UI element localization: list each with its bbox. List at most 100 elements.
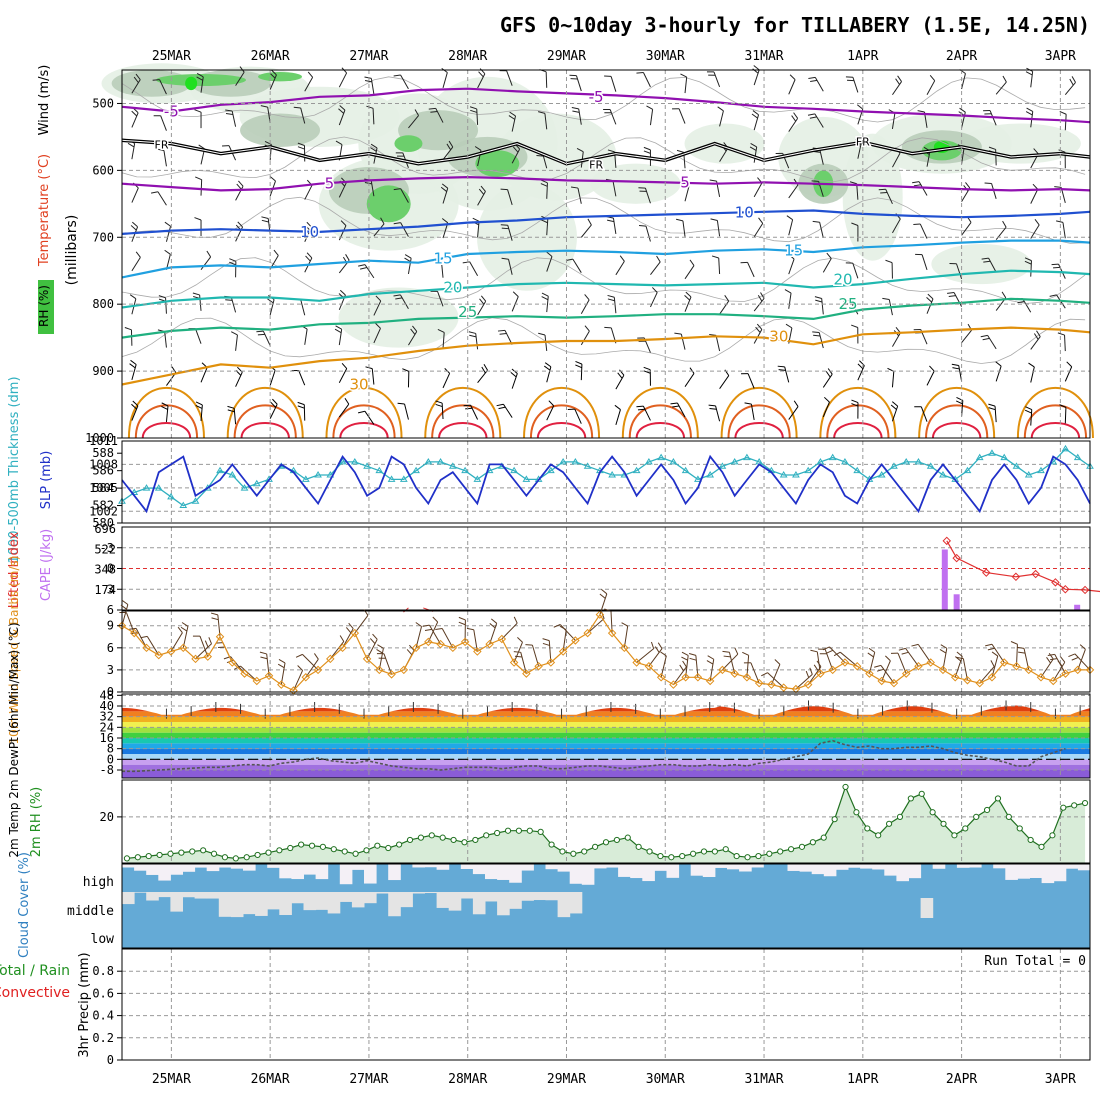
wind-barb — [499, 70, 513, 86]
thickness-point — [718, 462, 727, 469]
cloud-high-gap — [472, 864, 486, 875]
barb-feather — [514, 655, 523, 658]
wind-barb — [643, 366, 651, 386]
barb-feather — [570, 186, 579, 189]
wind-barb — [192, 635, 209, 657]
wind-barb — [753, 177, 763, 198]
barb-shaft — [400, 222, 409, 237]
wind-barb — [210, 612, 221, 637]
temperature-band — [122, 732, 1090, 738]
barb-feather — [1001, 291, 1007, 299]
barb-shaft — [1030, 336, 1041, 350]
wind-barb — [477, 363, 488, 384]
barb-feather — [851, 324, 858, 328]
temperature-contour-low — [240, 421, 290, 439]
barb-shaft — [546, 405, 555, 421]
cloud-middle-gap — [279, 892, 292, 916]
thickness-point — [191, 497, 200, 504]
isotherm-label: 5 — [680, 173, 690, 191]
barb-shaft — [713, 71, 721, 88]
date-label-bottom: 26MAR — [251, 1072, 290, 1087]
wind-barb — [256, 330, 271, 346]
barb-shaft — [650, 261, 661, 275]
barb-shaft — [905, 648, 919, 667]
barb-feather — [607, 298, 615, 302]
barb-shaft — [121, 604, 129, 626]
barb-feather — [810, 79, 818, 83]
barb-feather — [786, 215, 793, 221]
isotherm-label: 15 — [433, 250, 452, 268]
wind-barb — [508, 111, 517, 132]
rh-point — [798, 843, 806, 850]
barb-feather — [1025, 111, 1033, 116]
barb-feather — [198, 144, 205, 150]
rh-point — [428, 832, 435, 839]
wind-barb — [684, 367, 695, 387]
barb-feather — [195, 404, 203, 409]
barb-feather — [1034, 219, 1040, 226]
thickness-point — [669, 457, 678, 465]
rh-point — [635, 843, 642, 850]
barb-feather — [260, 105, 268, 108]
barb-feather — [512, 146, 519, 153]
barb-shaft — [953, 292, 963, 307]
wind-barb — [722, 650, 736, 674]
barb-shaft — [546, 256, 553, 272]
barb-feather — [607, 219, 615, 223]
wind-barb — [878, 188, 893, 205]
barb-feather — [541, 296, 549, 301]
wind-barb — [788, 112, 799, 132]
wind-barb — [717, 106, 724, 127]
cloud-middle-gap — [424, 892, 438, 894]
wind-speed-point — [999, 658, 1009, 667]
barb-shaft — [373, 223, 385, 237]
thickness-axis-label: 1000-500mb Thickness (dm) — [7, 376, 22, 563]
barb-feather — [752, 110, 759, 116]
barb-shaft — [442, 332, 445, 349]
barb-shaft — [819, 222, 824, 238]
barb-shaft — [442, 72, 448, 89]
barb-feather — [410, 328, 416, 335]
barb-feather — [543, 365, 551, 371]
barb-shaft — [329, 641, 345, 660]
barb-feather — [672, 405, 680, 408]
barb-feather — [206, 250, 212, 258]
wind-barb — [354, 609, 369, 634]
barb-shaft — [163, 150, 167, 167]
barb-feather — [304, 225, 311, 231]
wind-barb — [140, 635, 160, 656]
cape-bar — [941, 549, 948, 610]
wind-barb — [1024, 257, 1032, 277]
barb-feather — [833, 651, 841, 657]
wind-barb — [373, 217, 385, 237]
barb-shaft — [719, 110, 724, 127]
barb-shaft — [684, 373, 695, 387]
thickness-point — [1024, 471, 1033, 478]
precip-axis-label: 3hr Precip (mm) — [77, 952, 92, 1057]
slp-tick-label: 1008 — [89, 457, 118, 471]
barb-feather — [793, 112, 799, 119]
barb-shaft — [1022, 298, 1032, 313]
wind-barb — [501, 257, 513, 275]
barb-shaft — [819, 148, 824, 165]
wind-barb — [227, 405, 237, 425]
barb-feather — [584, 325, 590, 332]
barb-shaft — [544, 334, 548, 351]
barb-shaft — [926, 298, 934, 314]
barb-shaft — [821, 298, 824, 315]
barb-feather — [689, 367, 695, 374]
rh-contour — [121, 317, 1086, 364]
barb-shaft — [1064, 335, 1066, 352]
barb-feather — [723, 655, 731, 658]
wind-speed-point — [166, 647, 176, 656]
barb-shaft — [994, 406, 997, 423]
barb-feather — [424, 628, 432, 632]
wind-barb — [373, 323, 381, 344]
wind-barb — [822, 252, 832, 273]
cloud-high-gap — [835, 864, 849, 870]
temperature-contour-low — [621, 387, 699, 439]
isotherm-label: FR — [589, 159, 603, 172]
wind-barb — [304, 252, 313, 273]
barb-feather — [689, 657, 697, 661]
